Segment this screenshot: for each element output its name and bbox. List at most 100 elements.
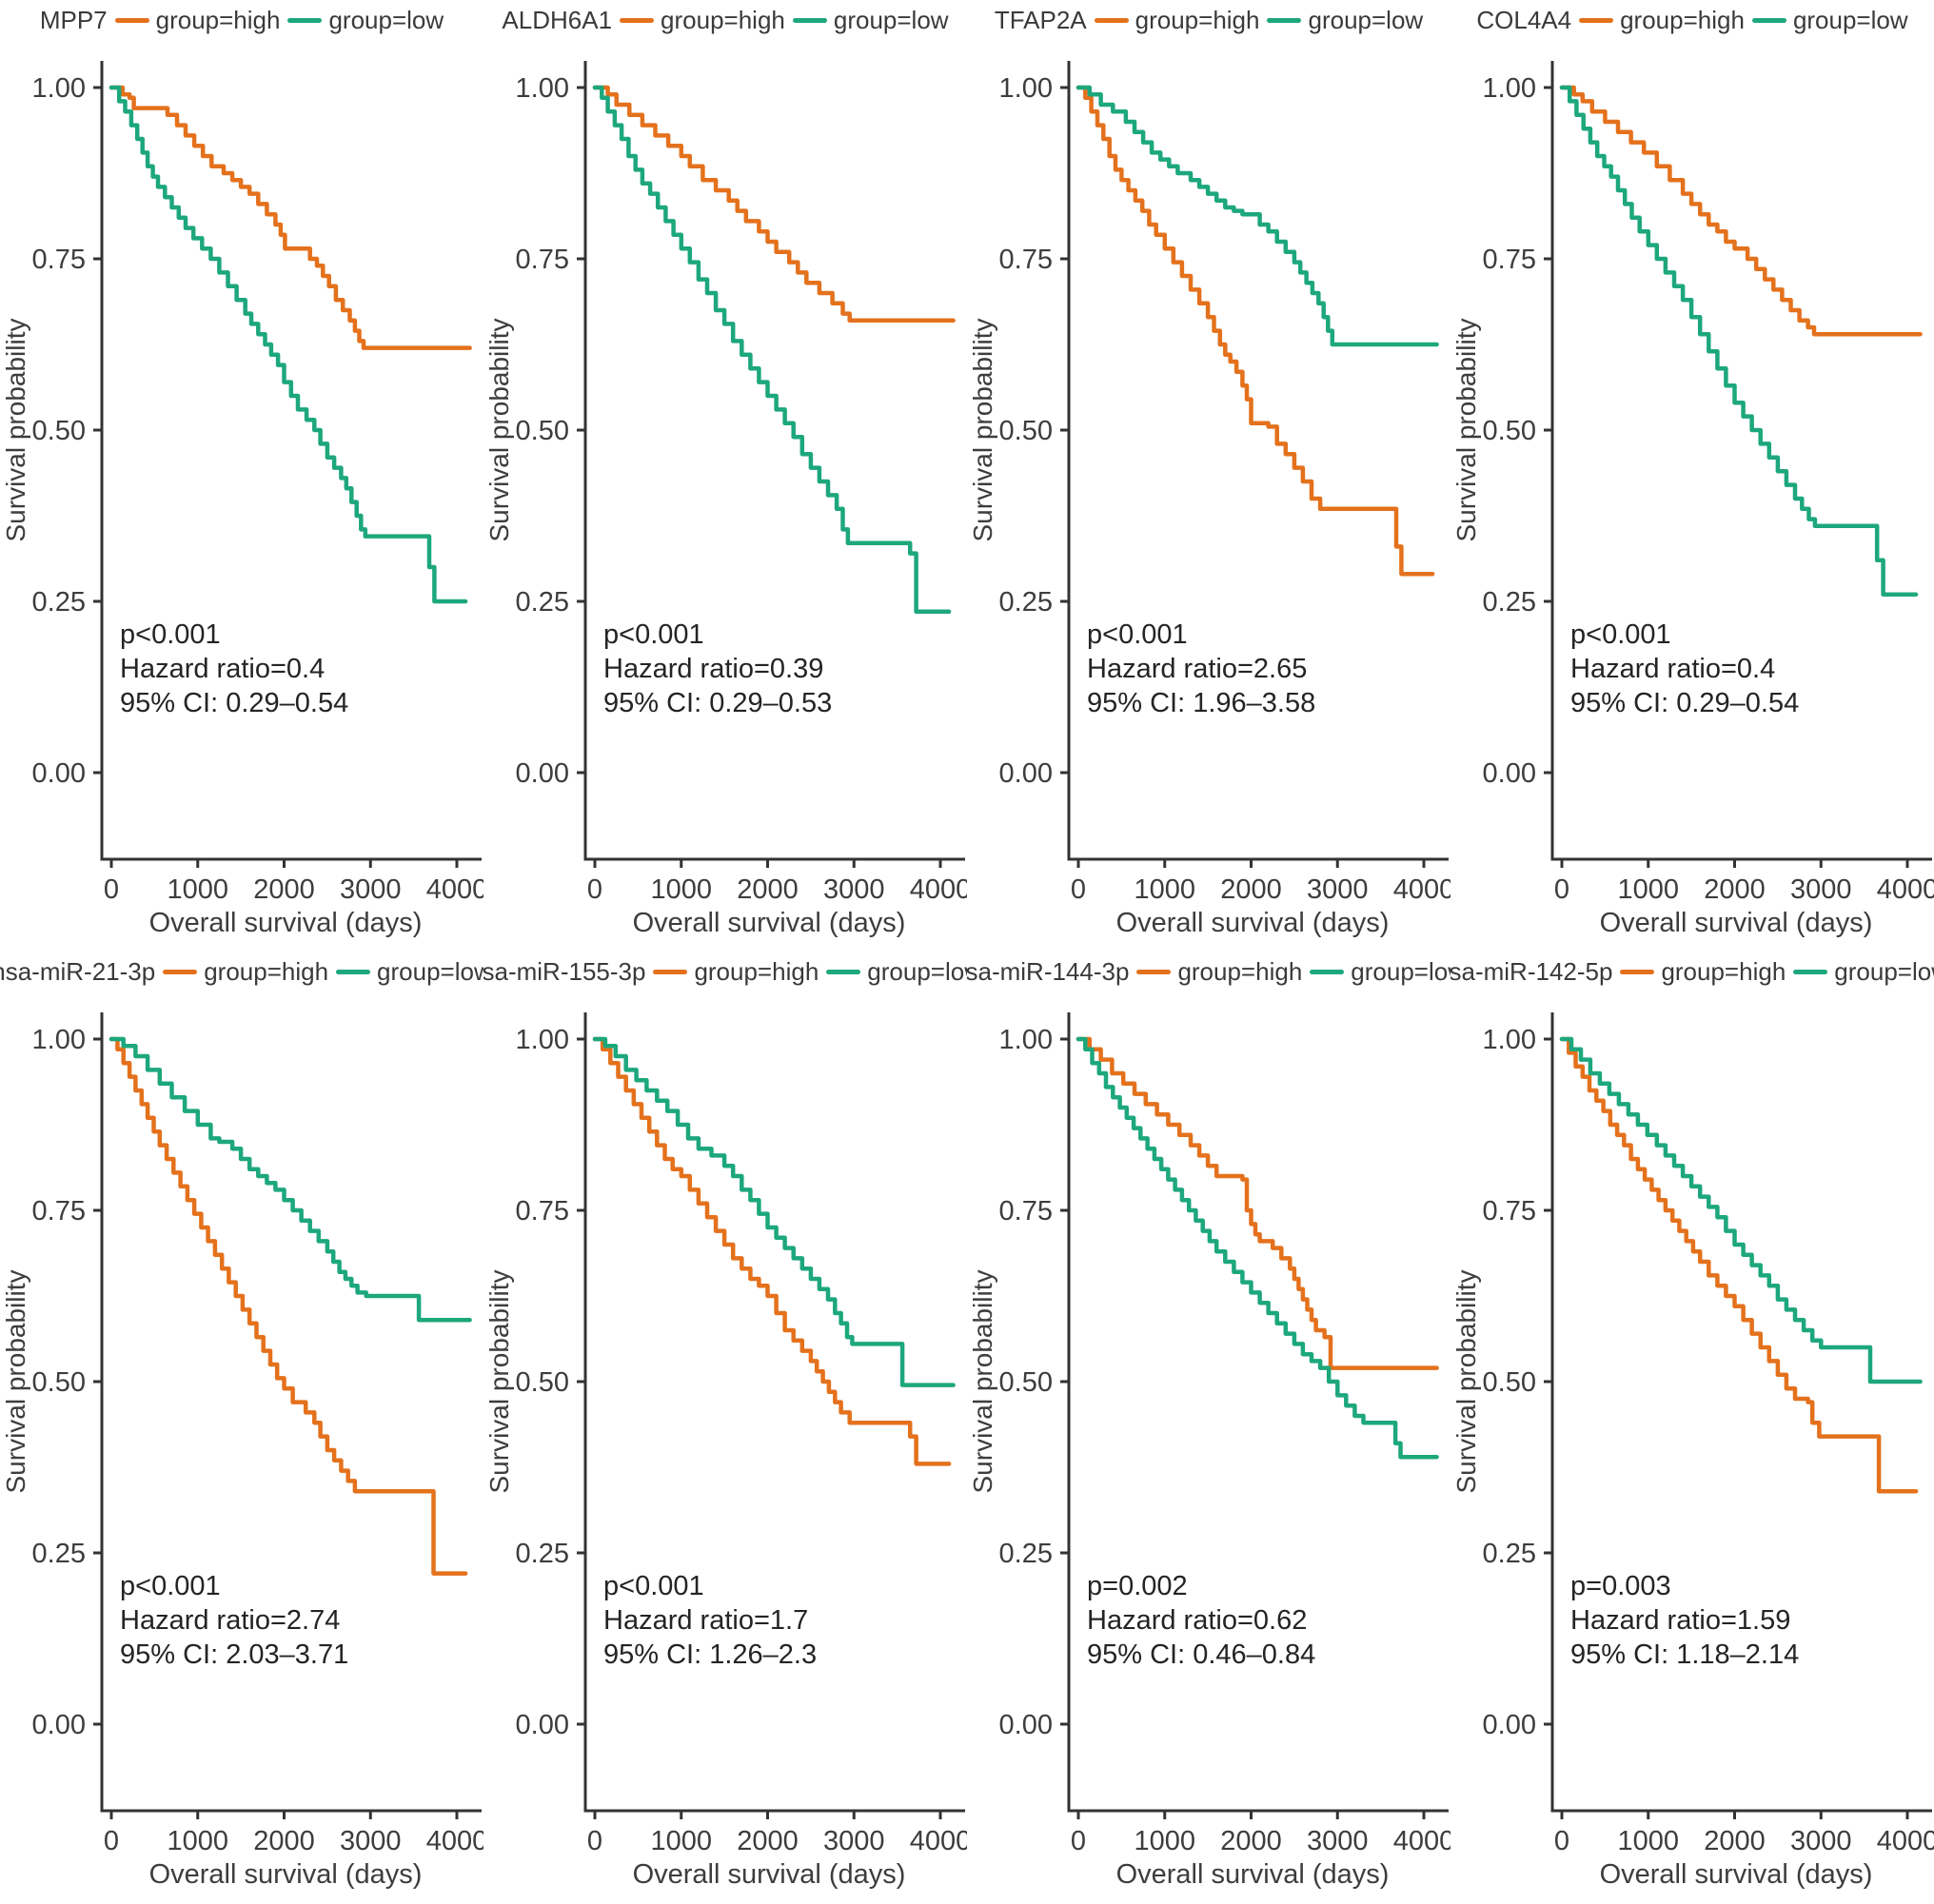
annotation-hr: Hazard ratio=0.39: [603, 654, 823, 684]
y-tick-label: 0.75: [999, 1196, 1053, 1227]
x-tick-label: 3000: [340, 1826, 402, 1856]
y-axis-label: Survival probability: [1, 319, 30, 542]
survival-curve-high: [592, 1036, 952, 1466]
axis-lines: [583, 1012, 965, 1813]
x-tick-label: 3000: [1307, 1826, 1369, 1856]
survival-curve-high: [1076, 85, 1435, 577]
panel-header: hsa-miR-155-3p group=high group=low: [484, 957, 967, 987]
legend-line-low-icon: [1751, 18, 1786, 23]
y-tick-label: 0.25: [1483, 1539, 1536, 1569]
legend-line-low-icon: [1793, 970, 1828, 974]
legend-label-low: group=low: [1834, 957, 1934, 986]
y-tick-label: 0.50: [516, 1367, 569, 1398]
km-plot: 1.00 0.75 0.50 0.25 0.00 0 1000 2000 3000 4000Ove…: [968, 61, 1450, 938]
km-plot: 1.00 0.75 0.50 0.25 0.00 0 1000 2000 3000 4000Ove…: [1451, 61, 1934, 938]
annotation-p: p<0.001: [1570, 619, 1671, 650]
survival-curve-low: [1559, 1036, 1923, 1384]
survival-curve-high: [1559, 85, 1923, 337]
survival-curve-low: [1076, 85, 1439, 347]
survival-curve-low: [1559, 85, 1919, 598]
y-tick-label: 0.75: [32, 1196, 86, 1227]
panel-title: hsa-miR-155-3p: [484, 957, 646, 986]
legend-label-high: group=high: [155, 6, 281, 34]
legend-label-high: group=high: [1620, 6, 1745, 34]
panel-title: hsa-miR-144-3p: [967, 957, 1130, 986]
y-tick-label: 1.00: [516, 1025, 569, 1055]
legend-item-low: group=low: [1310, 957, 1450, 987]
km-plot: 1.00 0.75 0.50 0.25 0.00 0 1000 2000 3000 4000Ove…: [1451, 1012, 1934, 1890]
annotation-ci: 95% CI: 1.26–2.3: [603, 1639, 817, 1670]
x-tick-label: 1000: [650, 874, 712, 905]
annotation-ci: 95% CI: 0.46–0.84: [1087, 1639, 1315, 1670]
legend-line-high-icon: [1094, 18, 1129, 23]
legend-item-high: group=high: [163, 957, 328, 987]
y-tick-label: 0.00: [1483, 1710, 1536, 1740]
y-tick-label: 0.75: [1483, 245, 1536, 275]
legend-label-high: group=high: [661, 6, 785, 34]
x-axis-label: Overall survival (days): [1116, 908, 1390, 938]
x-tick-label: 2000: [1220, 874, 1282, 905]
legend-item-low: group=low: [336, 957, 484, 987]
y-tick-label: 0.25: [516, 1539, 569, 1569]
annotation-hr: Hazard ratio=0.4: [1570, 654, 1775, 684]
y-tick-label: 0.50: [999, 416, 1053, 446]
x-axis-label: Overall survival (days): [1116, 1859, 1390, 1890]
legend-item-low: group=low: [1751, 6, 1908, 35]
legend-line-high-icon: [163, 970, 198, 974]
y-tick-label: 0.25: [32, 587, 86, 618]
panel-header: COL4A4 group=high group=low: [1450, 6, 1934, 35]
panel-title: ALDH6A1: [502, 6, 613, 34]
x-axis-label: Overall survival (days): [633, 1859, 906, 1890]
y-tick-label: 0.00: [999, 758, 1053, 789]
x-tick-label: 2000: [1704, 1826, 1766, 1856]
annotation-ci: 95% CI: 1.96–3.58: [1087, 688, 1315, 718]
legend-line-low-icon: [287, 18, 323, 23]
y-tick-label: 0.25: [1483, 587, 1536, 618]
axis-lines: [100, 61, 482, 861]
x-tick-label: 3000: [823, 874, 885, 905]
legend-line-high-icon: [114, 18, 149, 23]
km-panel-hsa-mir-155-3p: hsa-miR-155-3p group=high group=low 1.00 0.7…: [484, 952, 967, 1904]
legend-item-low: group=low: [287, 6, 444, 35]
x-tick-label: 0: [104, 1826, 119, 1856]
y-tick-label: 0.25: [999, 1539, 1053, 1569]
axis-lines: [1067, 1012, 1449, 1813]
km-panel-mpp7: MPP7 group=high group=low 1.00 0.75 0.50 0.25 0…: [0, 0, 484, 952]
legend-label-low: group=low: [1351, 957, 1450, 986]
km-panel-hsa-mir-142-5p: hsa-miR-142-5p group=high group=low 1.00 0.7…: [1450, 952, 1934, 1904]
y-tick-label: 0.50: [999, 1367, 1053, 1398]
x-tick-label: 1000: [650, 1826, 712, 1856]
y-tick-label: 0.75: [516, 245, 569, 275]
x-tick-label: 4000: [426, 874, 484, 905]
legend-line-low-icon: [1267, 18, 1302, 23]
legend-line-low-icon: [1310, 970, 1345, 974]
legend-line-high-icon: [1136, 970, 1172, 974]
survival-curve-high: [109, 1036, 468, 1576]
legend-label-high: group=high: [1661, 957, 1786, 986]
x-tick-label: 1000: [1134, 874, 1195, 905]
panel-header: hsa-miR-21-3p group=high group=low: [0, 957, 484, 987]
legend-line-high-icon: [620, 18, 655, 23]
y-tick-label: 0.50: [1483, 416, 1536, 446]
survival-curve-low: [592, 1036, 956, 1387]
survival-curve-low: [592, 85, 952, 615]
panel-title: hsa-miR-21-3p: [0, 957, 156, 986]
x-tick-label: 0: [1554, 874, 1569, 905]
legend-label-low: group=low: [328, 6, 444, 34]
survival-curve-low: [109, 85, 468, 604]
annotation-ci: 95% CI: 0.29–0.54: [1570, 688, 1799, 718]
y-tick-label: 0.00: [516, 1710, 569, 1740]
y-axis-label: Survival probability: [968, 319, 997, 542]
x-tick-label: 3000: [823, 1826, 885, 1856]
panel-header: TFAP2A group=high group=low: [967, 6, 1450, 35]
legend-line-high-icon: [653, 970, 688, 974]
legend-item-high: group=high: [620, 6, 785, 35]
axis-lines: [1067, 61, 1449, 861]
panel-title: MPP7: [39, 6, 108, 34]
legend-line-low-icon: [826, 970, 861, 974]
x-tick-label: 4000: [1877, 874, 1934, 905]
y-axis-label: Survival probability: [1451, 319, 1481, 542]
x-tick-label: 4000: [1393, 1826, 1450, 1856]
annotation-p: p<0.001: [603, 619, 704, 650]
